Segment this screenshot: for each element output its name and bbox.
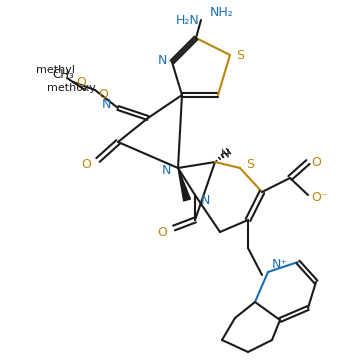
Text: S: S xyxy=(236,49,244,62)
Text: O: O xyxy=(311,156,321,168)
Text: H₂N: H₂N xyxy=(176,14,200,27)
Text: O⁻: O⁻ xyxy=(312,190,328,203)
Text: O: O xyxy=(81,158,91,171)
Text: H: H xyxy=(221,148,229,161)
Polygon shape xyxy=(178,168,190,201)
Text: CH₃: CH₃ xyxy=(52,68,74,81)
Text: N: N xyxy=(200,194,210,207)
Text: N: N xyxy=(157,54,167,67)
Text: methyl: methyl xyxy=(36,65,75,75)
Text: NH₂: NH₂ xyxy=(210,5,234,18)
Text: O: O xyxy=(98,87,108,100)
Text: methoxy: methoxy xyxy=(46,83,95,93)
Text: N: N xyxy=(161,163,171,176)
Text: O: O xyxy=(76,76,86,89)
Text: N⁺: N⁺ xyxy=(272,257,288,270)
Text: N: N xyxy=(101,98,111,111)
Text: S: S xyxy=(246,158,254,171)
Text: O: O xyxy=(157,225,167,239)
